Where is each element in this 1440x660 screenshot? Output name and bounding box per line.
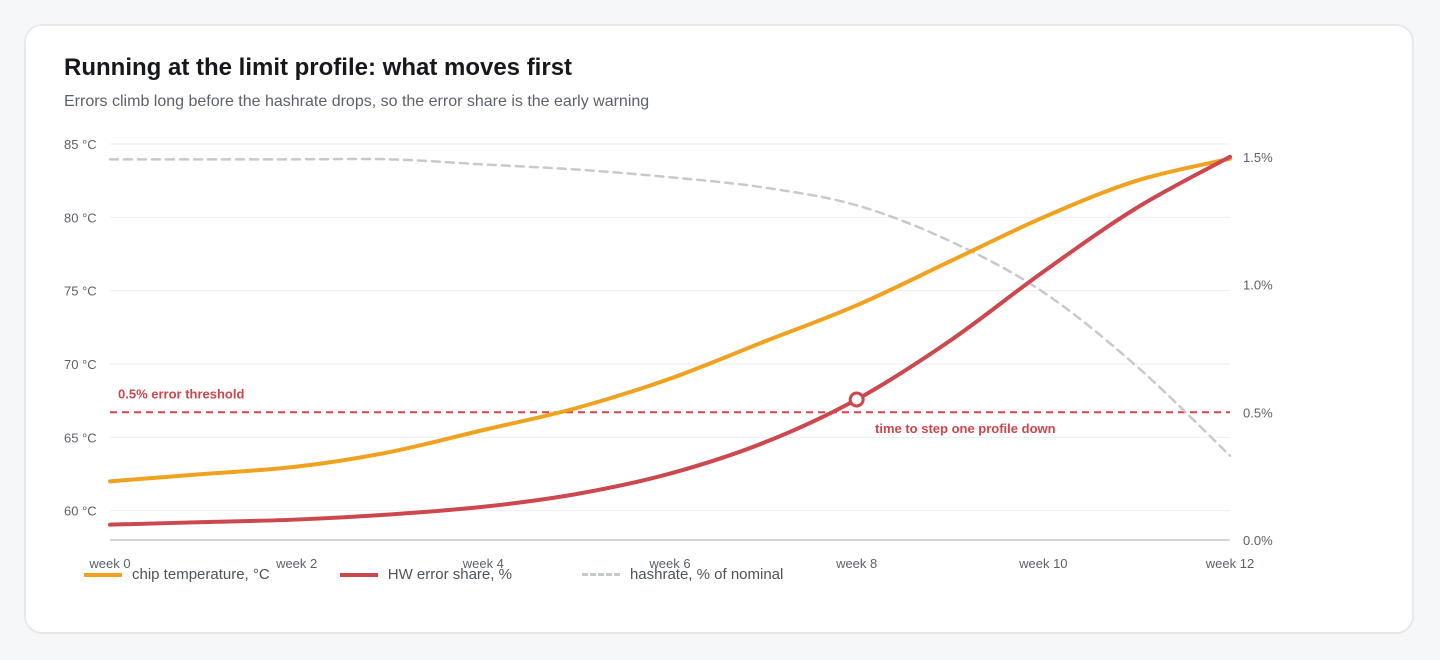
legend-swatch — [581, 573, 620, 576]
threshold-group: 0.5% error threshold — [110, 386, 1230, 414]
y-right-tick-label: 0.0% — [1243, 533, 1273, 548]
x-tick-label: week 10 — [1018, 556, 1067, 571]
series-line-chip-temperature-c — [108, 156, 1232, 484]
marker-annotation: time to step one profile down — [875, 421, 1056, 436]
x-tick-label: week 0 — [88, 556, 130, 571]
x-tick-label: week 12 — [1205, 556, 1254, 571]
y-left-tick-label: 65 °C — [64, 430, 97, 445]
legend-swatch — [339, 572, 378, 577]
x-tick-label: week 6 — [648, 556, 690, 571]
legend-swatch — [84, 572, 122, 577]
gridlines — [110, 143, 1230, 541]
series-lines — [108, 154, 1232, 527]
series-line-hw-error-share — [108, 154, 1232, 527]
legend-label: chip temperature, °C — [132, 566, 270, 583]
left-axis-ticks: 60 °C 65 °C 70 °C 75 °C 80 °C 85 °C — [64, 137, 97, 519]
chart-title: Running at the limit profile: what moves… — [64, 54, 573, 81]
y-right-tick-label: 1.0% — [1243, 278, 1273, 293]
series-line-hashrate-of-nominal — [108, 157, 1232, 457]
y-left-tick-label: 80 °C — [64, 210, 97, 225]
crossing-marker — [848, 391, 865, 408]
legend: chip temperature, °C HW error share, % has… — [84, 566, 853, 583]
legend-item-chip-temperature-c: chip temperature, °C — [84, 566, 270, 583]
y-left-tick-label: 60 °C — [64, 504, 97, 519]
legend-item-hw-error-share: HW error share, % — [339, 566, 512, 583]
chart-subtitle: Errors climb long before the hashrate dr… — [64, 93, 650, 110]
y-right-tick-label: 0.5% — [1243, 405, 1273, 420]
legend-label: hashrate, % of nominal — [629, 566, 784, 583]
legend-label: HW error share, % — [387, 566, 512, 583]
x-axis-ticks: week 0 week 2 week 4 week 6 week 8 week 10 wee… — [88, 556, 1254, 571]
markers: time to step one profile down — [848, 391, 1056, 436]
y-left-tick-label: 70 °C — [64, 357, 97, 372]
chart-card: Running at the limit profile: what moves… — [24, 24, 1414, 634]
y-left-tick-label: 85 °C — [64, 137, 97, 152]
x-tick-label: week 4 — [462, 556, 504, 571]
x-tick-label: week 2 — [275, 556, 317, 571]
right-axis-ticks: 0.0% 0.5% 1.0% 1.5% — [1243, 150, 1273, 548]
x-tick-label: week 8 — [835, 556, 877, 571]
y-left-tick-label: 75 °C — [64, 284, 97, 299]
threshold-label: 0.5% error threshold — [118, 386, 244, 401]
legend-item-hashrate-of-nominal: hashrate, % of nominal — [581, 566, 784, 583]
y-right-tick-label: 1.5% — [1243, 150, 1273, 165]
